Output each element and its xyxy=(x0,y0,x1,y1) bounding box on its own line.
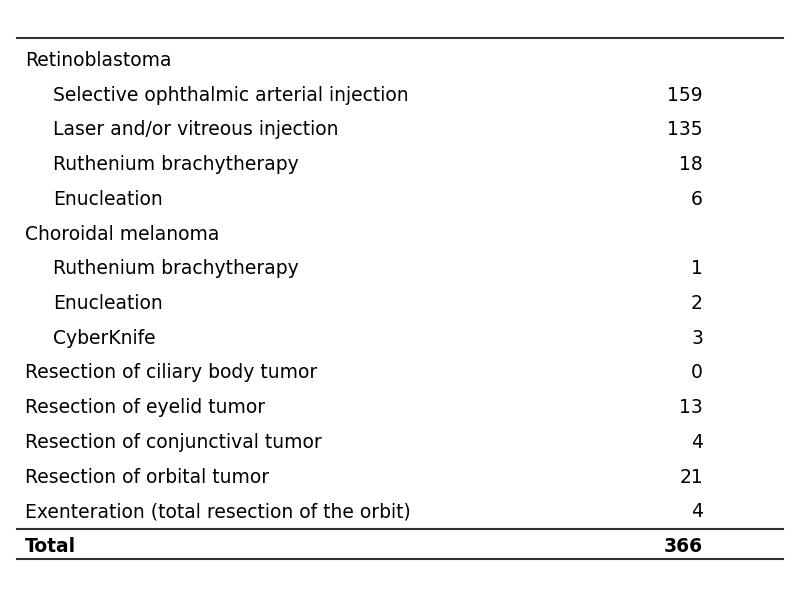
Text: Resection of eyelid tumor: Resection of eyelid tumor xyxy=(26,398,266,417)
Text: Ruthenium brachytherapy: Ruthenium brachytherapy xyxy=(54,259,299,278)
Text: 21: 21 xyxy=(679,468,703,487)
Text: Resection of conjunctival tumor: Resection of conjunctival tumor xyxy=(26,433,322,452)
Text: 4: 4 xyxy=(691,433,703,452)
Text: Choroidal melanoma: Choroidal melanoma xyxy=(26,225,220,243)
Text: Enucleation: Enucleation xyxy=(54,294,163,313)
Text: 1: 1 xyxy=(691,259,703,278)
Text: 0: 0 xyxy=(691,364,703,382)
Text: 2: 2 xyxy=(691,294,703,313)
Text: Exenteration (total resection of the orbit): Exenteration (total resection of the orb… xyxy=(26,503,411,521)
Text: Total: Total xyxy=(26,537,77,556)
Text: Laser and/or vitreous injection: Laser and/or vitreous injection xyxy=(54,120,338,139)
Text: 6: 6 xyxy=(691,190,703,209)
Text: Enucleation: Enucleation xyxy=(54,190,163,209)
Text: 366: 366 xyxy=(664,537,703,556)
Text: 13: 13 xyxy=(679,398,703,417)
Text: 3: 3 xyxy=(691,329,703,348)
Text: 159: 159 xyxy=(667,86,703,104)
Text: 18: 18 xyxy=(679,155,703,174)
Text: Selective ophthalmic arterial injection: Selective ophthalmic arterial injection xyxy=(54,86,409,104)
Text: Resection of orbital tumor: Resection of orbital tumor xyxy=(26,468,270,487)
Text: 135: 135 xyxy=(667,120,703,139)
Text: Retinoblastoma: Retinoblastoma xyxy=(26,51,172,70)
Text: 4: 4 xyxy=(691,503,703,521)
Text: CyberKnife: CyberKnife xyxy=(54,329,156,348)
Text: Ruthenium brachytherapy: Ruthenium brachytherapy xyxy=(54,155,299,174)
Text: Resection of ciliary body tumor: Resection of ciliary body tumor xyxy=(26,364,318,382)
